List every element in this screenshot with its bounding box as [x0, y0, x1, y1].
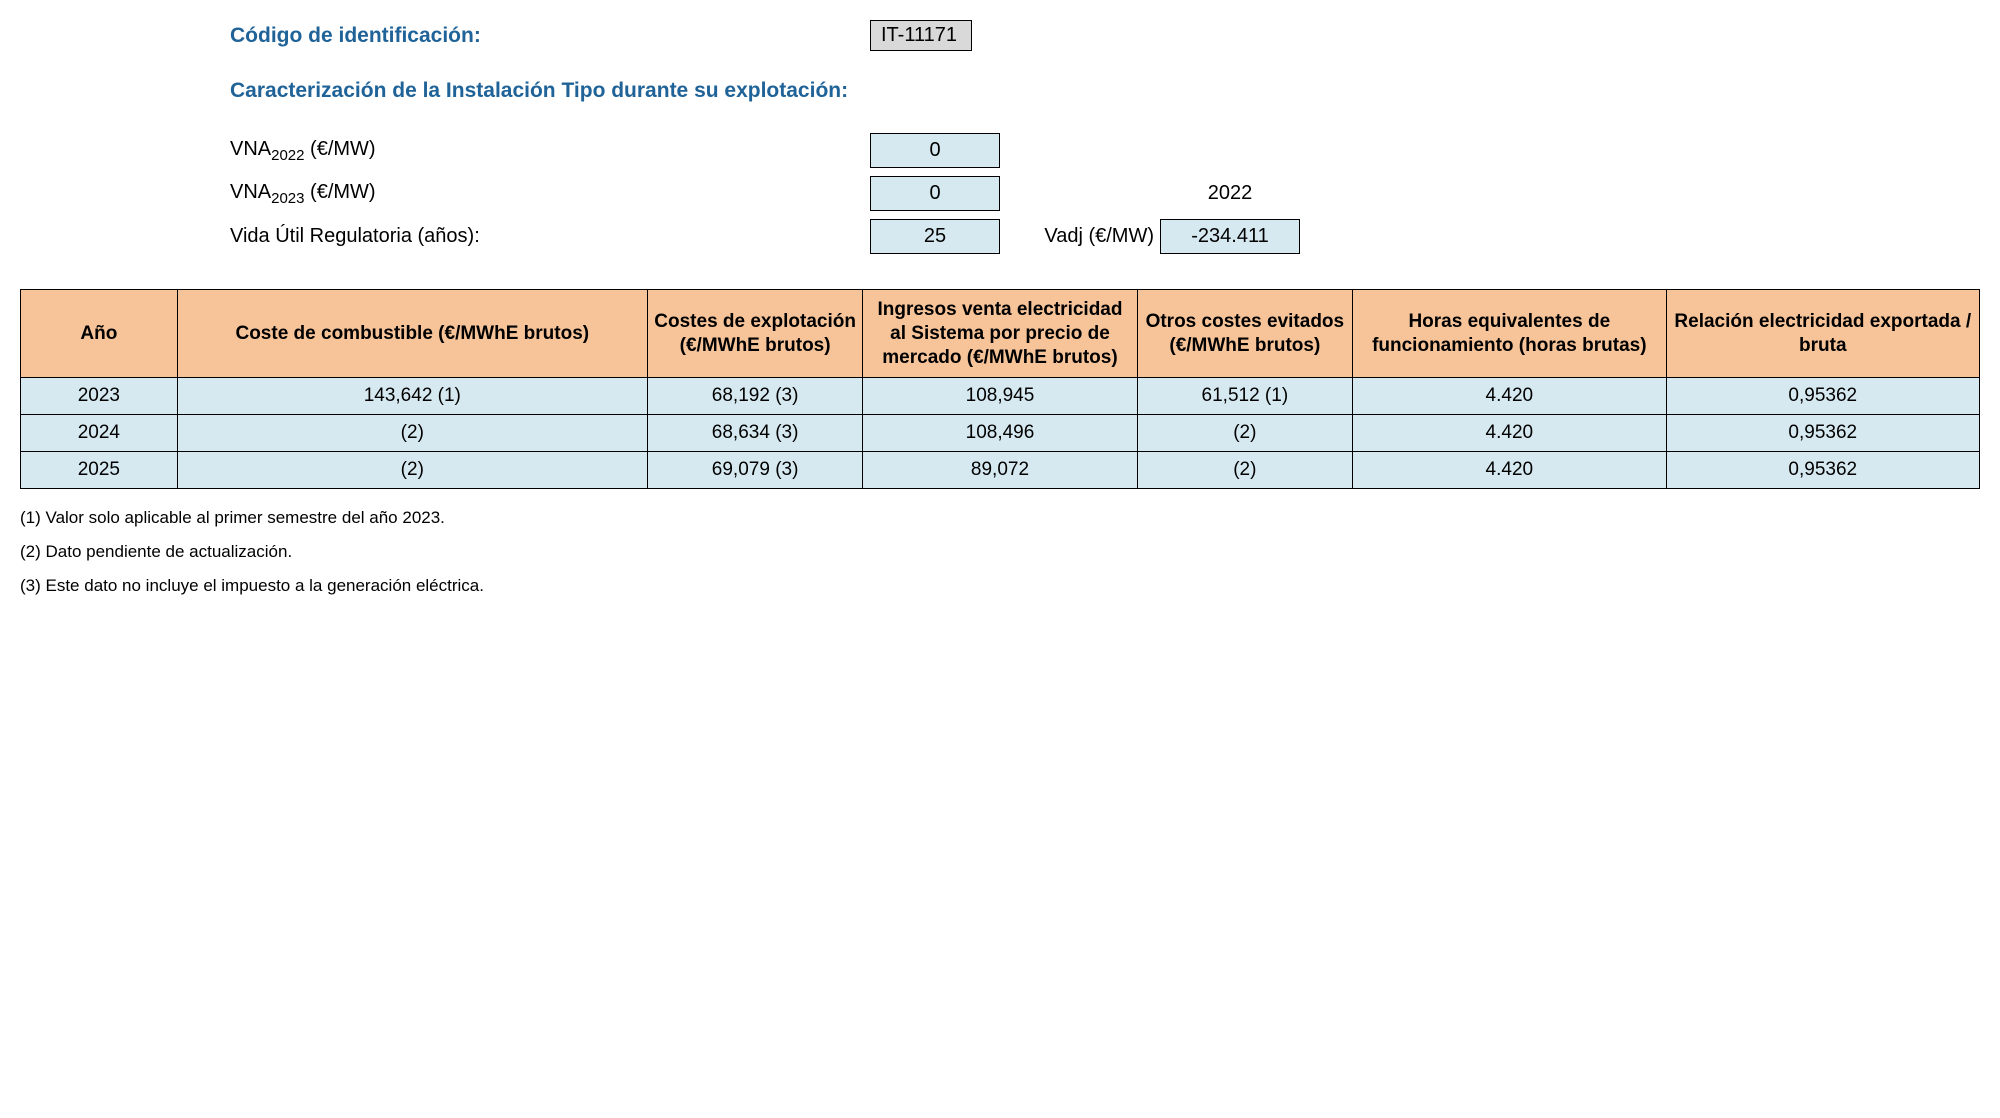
cell-ingresos: 108,496: [863, 415, 1137, 452]
ref-year: 2022: [1160, 182, 1300, 205]
cell-explotacion: 68,634 (3): [647, 415, 862, 452]
cell-relacion: 0,95362: [1666, 452, 1979, 489]
th-horas: Horas equivalentes de funcionamiento (ho…: [1353, 290, 1666, 378]
th-ingresos: Ingresos venta electricidad al Sistema p…: [863, 290, 1137, 378]
id-label: Código de identificación:: [230, 24, 870, 48]
cell-evitados: (2): [1137, 452, 1352, 489]
th-year: Año: [21, 290, 178, 378]
vna2023-value: 0: [870, 176, 1000, 211]
cell-year: 2024: [21, 415, 178, 452]
th-explotacion: Costes de explotación (€/MWhE brutos): [647, 290, 862, 378]
vadj-value: -234.411: [1160, 219, 1300, 254]
cell-combustible: 143,642 (1): [177, 378, 647, 415]
table-row: 2025 (2) 69,079 (3) 89,072 (2) 4.420 0,9…: [21, 452, 1980, 489]
section-title: Caracterización de la Instalación Tipo d…: [230, 79, 1980, 103]
cell-combustible: (2): [177, 452, 647, 489]
cell-relacion: 0,95362: [1666, 415, 1979, 452]
cell-evitados: (2): [1137, 415, 1352, 452]
vna2022-value: 0: [870, 133, 1000, 168]
footnote-1: (1) Valor solo aplicable al primer semes…: [20, 501, 1980, 535]
vna2023-label: VNA2023 (€/MW): [230, 181, 870, 207]
th-evitados: Otros costes evitados (€/MWhE brutos): [1137, 290, 1352, 378]
vadj-label: Vadj (€/MW): [1000, 225, 1160, 248]
table-row: 2023 143,642 (1) 68,192 (3) 108,945 61,5…: [21, 378, 1980, 415]
vida-label: Vida Útil Regulatoria (años):: [230, 225, 870, 248]
cell-explotacion: 69,079 (3): [647, 452, 862, 489]
vna2022-label: VNA2022 (€/MW): [230, 138, 870, 164]
th-relacion: Relación electricidad exportada / bruta: [1666, 290, 1979, 378]
cell-horas: 4.420: [1353, 415, 1666, 452]
cell-combustible: (2): [177, 415, 647, 452]
footnote-3: (3) Este dato no incluye el impuesto a l…: [20, 569, 1980, 603]
cell-ingresos: 108,945: [863, 378, 1137, 415]
cell-year: 2023: [21, 378, 178, 415]
cell-relacion: 0,95362: [1666, 378, 1979, 415]
cell-horas: 4.420: [1353, 378, 1666, 415]
footnote-2: (2) Dato pendiente de actualización.: [20, 535, 1980, 569]
id-code-box: IT-11171: [870, 20, 972, 51]
cell-year: 2025: [21, 452, 178, 489]
cell-explotacion: 68,192 (3): [647, 378, 862, 415]
table-row: 2024 (2) 68,634 (3) 108,496 (2) 4.420 0,…: [21, 415, 1980, 452]
vida-value: 25: [870, 219, 1000, 254]
data-table: Año Coste de combustible (€/MWhE brutos)…: [20, 289, 1980, 489]
th-combustible: Coste de combustible (€/MWhE brutos): [177, 290, 647, 378]
cell-ingresos: 89,072: [863, 452, 1137, 489]
cell-horas: 4.420: [1353, 452, 1666, 489]
cell-evitados: 61,512 (1): [1137, 378, 1352, 415]
